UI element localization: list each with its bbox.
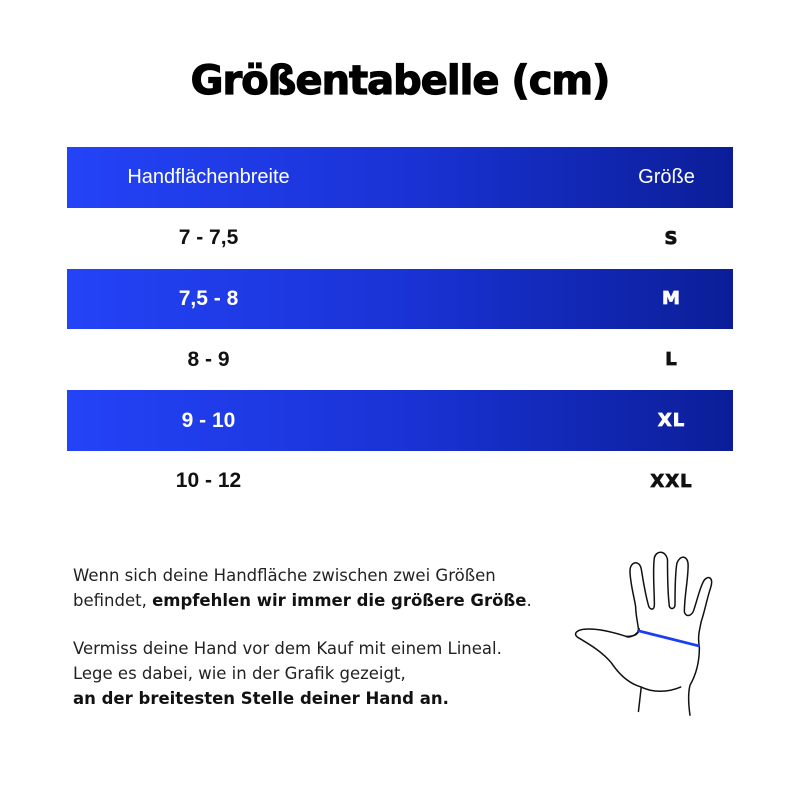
text-line: Vermiss deine Hand vor dem Kauf mit eine…: [73, 639, 502, 658]
palm-width: 7,5 - 8: [178, 286, 239, 310]
table-row: 8 - 9 L: [67, 329, 733, 390]
table-header: Handflächenbreite Größe: [67, 147, 733, 208]
table-row: 7 - 7,5 S: [67, 208, 733, 269]
text-line: Lege es dabei, wie in der Grafik gezeigt…: [73, 664, 406, 683]
measure-paragraph: Vermiss deine Hand vor dem Kauf mit eine…: [73, 636, 532, 711]
palm-width: 10 - 12: [175, 469, 242, 493]
palm-width: 8 - 9: [187, 347, 230, 371]
text-line: Wenn sich deine Handfläche zwischen zwei…: [73, 566, 496, 585]
size: M: [662, 288, 681, 310]
size: XXL: [650, 470, 693, 492]
hand-measure-icon: [574, 551, 713, 716]
size: XL: [657, 410, 686, 432]
size: S: [664, 227, 679, 249]
header-size: Größe: [638, 165, 695, 188]
size-table: Handflächenbreite Größe 7 - 7,5 S 7,5 - …: [67, 147, 733, 512]
table-row: 10 - 12 XXL: [67, 451, 733, 512]
recommendation-paragraph: Wenn sich deine Handfläche zwischen zwei…: [73, 563, 532, 613]
text-line: befindet,: [73, 591, 153, 610]
size: L: [665, 349, 678, 371]
info-text: Wenn sich deine Handfläche zwischen zwei…: [73, 563, 532, 734]
palm-width: 7 - 7,5: [178, 226, 239, 250]
bold-text: an der breitesten Stelle deiner Hand an.: [73, 689, 449, 708]
palm-width: 9 - 10: [181, 408, 236, 432]
table-row: 7,5 - 8 M: [67, 268, 733, 330]
table-row: 9 - 10 XL: [67, 390, 733, 451]
page-title: Größentabelle (cm): [190, 57, 611, 104]
bold-text: empfehlen wir immer die größere Größe: [152, 591, 527, 610]
text-line: .: [526, 591, 532, 610]
header-palm-width: Handflächenbreite: [127, 165, 290, 188]
